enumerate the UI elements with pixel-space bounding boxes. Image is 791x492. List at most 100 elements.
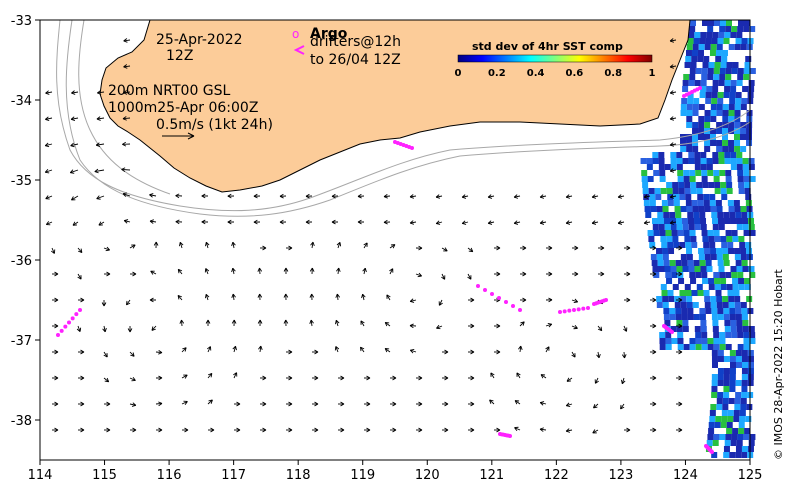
sst-cell [685,194,692,200]
arrow-head [305,219,310,223]
arrow-head [548,297,553,301]
sst-cell [698,122,705,128]
arrow-head [441,276,445,280]
sst-cell [704,110,711,116]
arrow-head [596,354,600,359]
arrow-head [597,328,602,332]
sst-cell [656,206,663,212]
sst-cell [719,434,726,440]
arrow-head [314,377,319,381]
sst-cell [720,422,727,428]
sst-cell [746,134,752,140]
sst-cell [733,200,740,206]
sst-cell [728,146,735,152]
sst-cell [724,218,731,224]
sst-cell [710,248,717,254]
sst-cell [742,266,749,272]
sst-cell [670,164,677,170]
current-arrow [149,220,157,223]
arrow-head [496,427,501,431]
current-arrow [337,267,340,275]
x-tick-label: 120 [415,468,440,483]
arrow-head [331,221,336,225]
sst-cell [685,290,692,296]
sst-cell [661,242,668,248]
arrow-head [54,401,59,405]
arrow-head [470,247,474,252]
sst-cell [740,128,747,134]
sst-cell [690,62,697,68]
arrow-head [283,319,287,324]
sst-cell [679,242,686,248]
sst-cell [729,356,736,362]
arrow-head [80,401,85,405]
sst-cell [704,116,711,122]
current-arrow [45,117,53,120]
sst-cell [730,80,737,86]
sst-cell [707,170,714,176]
sst-cell [730,320,737,326]
sst-cell [738,428,745,434]
sst-cell [692,302,699,308]
sst-cell [707,434,714,440]
arrow-head [617,220,622,224]
arrow-head [103,302,107,307]
sst-cell [711,38,718,44]
arrow-head [151,328,156,331]
arrow-head [236,429,241,433]
sst-cell [640,158,647,164]
sst-cell [713,74,720,80]
sst-cell [699,212,706,218]
arrow-head [418,429,423,433]
arrow-head [522,273,527,277]
drifter-point [483,288,487,292]
sst-cell [718,224,725,230]
drifter-point [576,307,581,312]
sst-cell [739,416,746,422]
arrow-head [158,352,163,355]
arrow-head [418,401,423,405]
credit-text: © IMOS 28-Apr-2022 15:20 Hobart [772,269,785,460]
sst-cell [703,56,710,62]
sst-cell [743,332,750,338]
sst-cell [722,110,729,116]
current-arrow [205,268,209,275]
sst-cell [703,290,710,296]
sst-cell [748,164,755,170]
arrow-head [257,293,261,298]
sst-cell [714,20,720,26]
sst-cell [686,248,693,254]
sst-cell [677,176,684,182]
current-arrow [360,346,365,353]
current-arrow [233,372,238,379]
arrow-head [600,326,603,331]
sst-cell [735,308,742,314]
current-arrow [593,403,599,409]
arrow-head [258,345,262,350]
sst-cell [695,344,702,350]
arrow-head [208,399,213,402]
current-arrow [540,221,547,224]
arrow-head [94,171,99,174]
sst-cell [737,176,744,182]
sst-cell [682,86,689,92]
sst-cell [711,452,718,458]
sst-cell [743,230,750,236]
arrow-head [392,377,397,381]
sst-cell [722,404,729,410]
sst-cell [691,56,698,62]
sst-cell [719,272,726,278]
sst-cell [698,254,705,260]
arrow-head [158,377,163,381]
arrow-head [288,377,293,381]
sst-cell [730,266,737,272]
sst-cell [720,182,727,188]
sst-cell [716,104,723,110]
arrow-head [279,221,284,225]
sst-cell [713,230,720,236]
sst-cell [695,170,702,176]
current-arrow [441,273,446,280]
arrow-head [487,220,492,224]
arrow-head [652,273,657,277]
sst-cell [725,68,732,74]
